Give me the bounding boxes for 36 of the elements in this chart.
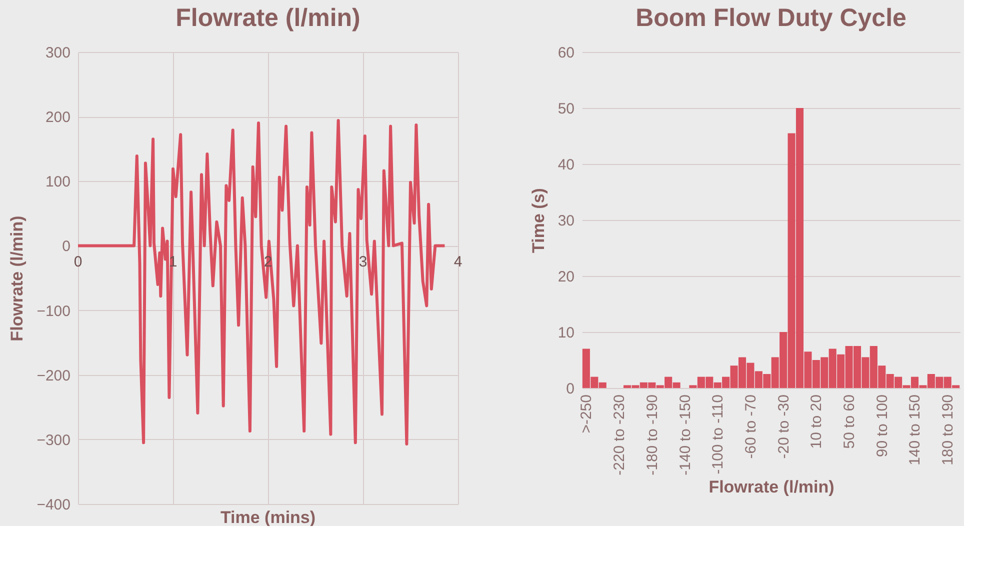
x-axis-title: Flowrate (l/min) [708, 477, 834, 496]
y-tick-label: 200 [45, 109, 70, 126]
x-tick-label: 180 to 190 [940, 394, 957, 466]
y-tick-label: 0 [62, 238, 70, 256]
x-tick-label: -20 to -30 [775, 394, 792, 459]
x-tick-label: -220 to -230 [611, 394, 628, 476]
x-tick-label: 90 to 100 [874, 394, 891, 458]
chart-title: Flowrate (l/min) [176, 4, 360, 32]
x-tick-label: >-250 [578, 394, 596, 434]
y-tick-label: 10 [558, 324, 574, 342]
y-axis-title: Time (s) [528, 188, 548, 253]
y-tick-label: 40 [558, 156, 574, 174]
y-tick-label: 300 [45, 44, 70, 62]
x-tick-label: -100 to -110 [710, 394, 727, 474]
y-tick-label: 20 [558, 268, 574, 286]
y-tick-label: −300 [36, 432, 70, 449]
x-tick-label: 10 to 20 [808, 394, 826, 449]
x-tick-label: 50 to 60 [841, 394, 858, 449]
x-tick-label: -140 to -150 [676, 394, 694, 476]
y-tick-label: 30 [558, 212, 574, 230]
x-tick-label: 4 [454, 254, 462, 271]
y-tick-label: 100 [45, 174, 70, 191]
x-tick-label: 0 [74, 254, 82, 271]
chart-title: Boom Flow Duty Cycle [636, 4, 907, 32]
y-axis-title: Flowrate (l/min) [8, 216, 27, 342]
line-series [76, 118, 446, 446]
y-tick-label: 60 [558, 44, 574, 62]
x-tick-label: 3 [358, 254, 368, 271]
x-tick-label: -180 to -190 [644, 394, 661, 476]
y-tick-label: 50 [558, 100, 574, 118]
y-tick-label: −100 [36, 302, 70, 320]
y-tick-label: −200 [36, 367, 70, 384]
y-tick-label: 0 [566, 380, 574, 398]
x-tick-label: 140 to 150 [906, 394, 924, 466]
y-tick-label: −400 [36, 496, 70, 514]
x-tick-label: -60 to -70 [742, 394, 760, 459]
